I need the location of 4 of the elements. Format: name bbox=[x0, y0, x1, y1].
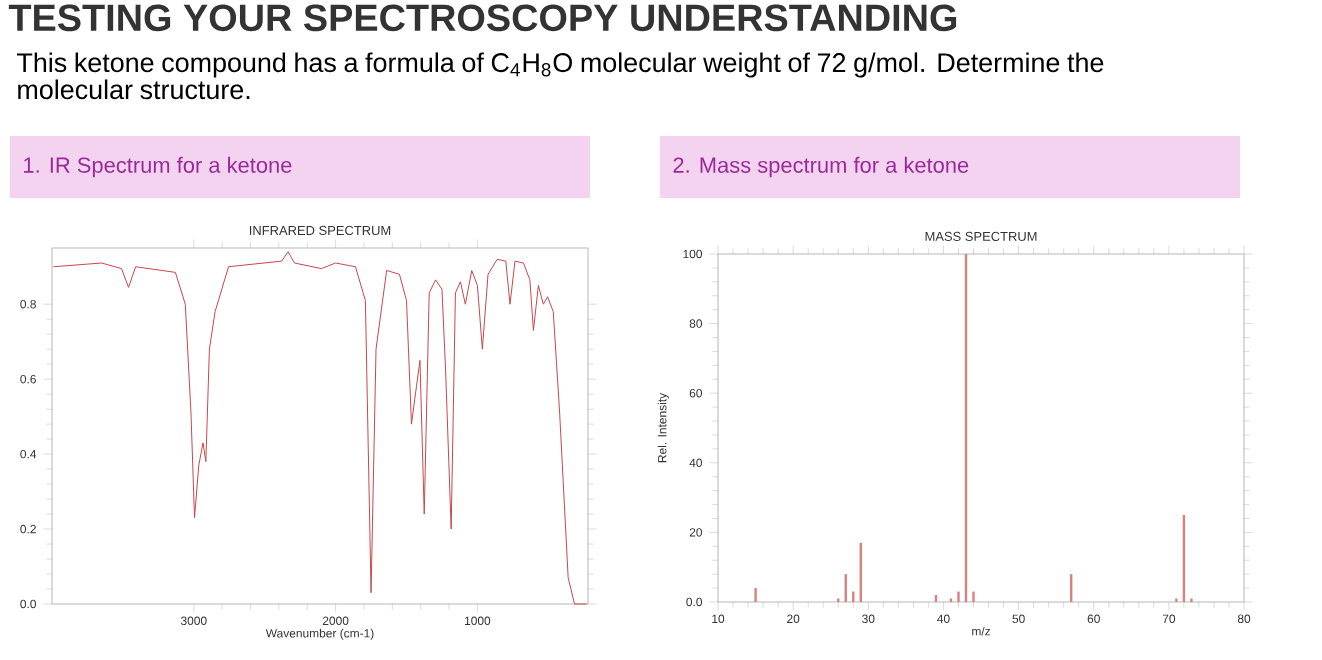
chart-title: 1. IR Spectrum for a ketone bbox=[24, 156, 292, 178]
chart-title: 2. Mass spectrum for a ketone bbox=[673, 156, 969, 178]
text: TESTING YOUR SPECTROSCOPY UNDERSTANDING bbox=[8, 4, 957, 32]
text: This ketone compound has a formula of C$_{4}$H$_{8}$O molecular weight of 72 g/mol. Determine the molecular structure. bbox=[17, 52, 1104, 100]
